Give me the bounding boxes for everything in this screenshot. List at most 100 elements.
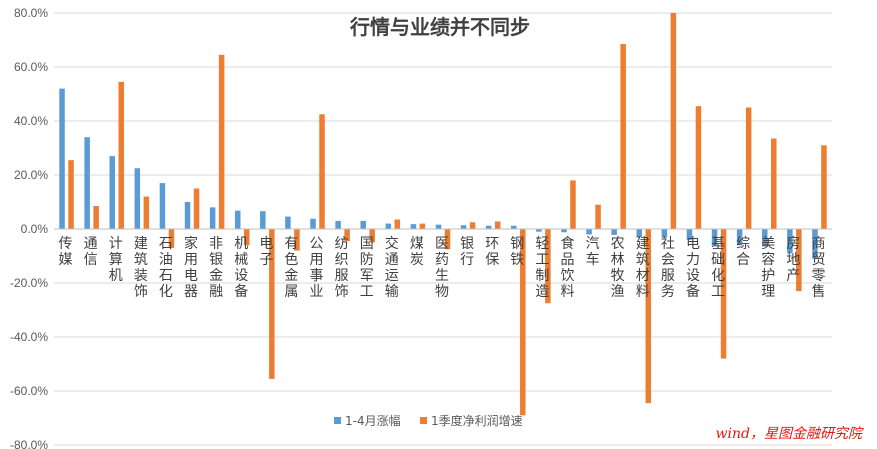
bar-series-1-1 [84,137,90,229]
category-label: 石油石化 [159,236,173,300]
category-label: 煤炭 [410,236,424,268]
bar-series-1-3 [134,168,141,229]
category-label: 家用电器 [184,235,198,300]
category-label: 商贸零售 [811,236,825,300]
bar-series-2-14 [419,223,426,229]
category-label: 建筑材料 [636,236,650,300]
bar-series-1-22 [611,229,617,235]
bar-series-1-25 [686,229,693,240]
legend-swatch-series-2 [420,417,427,424]
category-label: 轻工制造 [535,236,549,300]
category-label: 传媒 [59,236,73,268]
bar-series-1-11 [335,220,341,229]
y-tick-label: 20.0% [14,168,48,182]
bar-series-2-3 [143,196,150,229]
bar-series-2-15 [444,229,451,250]
bar-series-1-0 [59,88,65,229]
bar-series-1-20 [561,229,567,233]
category-label: 社会服务 [661,236,675,300]
y-tick-label: 80.0% [14,6,48,20]
bar-series-2-12 [369,229,375,243]
category-label: 通信 [84,236,98,268]
bar-series-2-2 [118,81,124,229]
bar-series-1-5 [184,202,191,229]
bar-series-1-28 [762,229,768,247]
bar-series-2-6 [218,54,225,229]
category-label: 银行 [460,236,474,268]
source-note: wind，星图金融研究院 [716,426,864,442]
bar-series-1-8 [260,211,266,229]
bar-series-1-18 [511,225,517,229]
bar-series-2-17 [494,221,501,229]
legend-label-series-2: 1季度净利润增速 [431,413,523,428]
category-label: 农林牧渔 [611,236,625,300]
category-label: 环保 [485,236,499,268]
category-label: 综合 [736,236,750,268]
bars [59,13,827,416]
bar-series-2-7 [243,229,250,246]
category-label: 计算机 [109,236,123,284]
y-tick-label: 60.0% [14,60,48,74]
category-label: 房地产 [786,236,800,284]
legend-label-series-1: 1-4月涨幅 [345,413,401,428]
bar-series-2-24 [670,13,677,229]
category-label: 纺织服饰 [335,236,349,300]
bar-series-2-0 [68,160,74,229]
bar-series-1-15 [435,224,442,229]
y-tick-label: 0.0% [21,222,49,236]
bar-series-2-22 [620,44,626,229]
category-labels: 传媒通信计算机建筑装饰石油石化家用电器非银金融机械设备电子有色金属公用事业纺织服… [59,235,826,300]
bar-series-2-27 [745,107,752,229]
bar-series-1-24 [661,229,668,238]
legend: 1-4月涨幅 1季度净利润增速 [334,413,523,428]
bar-series-2-21 [595,204,601,229]
category-label: 电子 [259,236,273,268]
bar-series-2-4 [168,229,175,248]
category-label: 有色金属 [284,236,298,300]
bar-series-2-29 [796,229,802,292]
bar-series-2-5 [193,188,200,229]
bar-series-1-21 [586,229,592,235]
y-tick-label: -60.0% [10,384,48,398]
y-tick-label: -40.0% [10,330,48,344]
category-label: 基础化工 [711,235,725,300]
bar-series-2-19 [545,229,551,304]
bar-series-1-26 [711,229,718,246]
category-label: 非银金融 [209,236,223,300]
y-tick-label: 40.0% [14,114,48,128]
bar-series-2-18 [520,229,526,416]
bar-series-2-13 [394,219,401,229]
bar-series-1-4 [159,183,166,229]
bar-series-1-12 [360,220,366,229]
chart-title: 行情与业绩并不同步 [349,15,530,39]
bar-series-2-26 [720,229,727,359]
category-label: 汽车 [586,236,600,268]
bar-series-2-11 [344,229,350,242]
category-label: 公用事业 [310,236,324,300]
bar-series-1-9 [285,216,291,229]
category-label: 食品饮料 [560,235,574,300]
bar-series-2-10 [319,114,325,229]
bar-series-1-2 [109,156,115,229]
bar-series-1-23 [636,229,643,238]
bar-series-1-29 [787,229,793,254]
category-label: 美容护理 [761,236,775,300]
bar-series-2-25 [695,106,702,229]
y-axis-ticks: 80.0% 60.0% 40.0% 20.0% 0.0% -20.0% -40.0% -60.… [10,6,48,449]
bar-series-1-14 [410,224,417,229]
category-label: 医药生物 [435,236,449,300]
bar-series-1-27 [736,229,743,246]
bar-series-2-20 [570,180,576,229]
category-label: 建筑装饰 [134,236,148,300]
bar-series-1-17 [485,225,492,229]
y-tick-label: -20.0% [10,276,48,290]
category-label: 钢铁 [510,236,524,268]
category-label: 国防军工 [360,236,374,300]
bar-series-2-9 [294,229,300,251]
category-label: 电力设备 [686,236,700,300]
bar-series-2-30 [821,145,827,229]
y-tick-label: -80.0% [10,438,48,449]
bar-series-1-19 [536,229,542,232]
